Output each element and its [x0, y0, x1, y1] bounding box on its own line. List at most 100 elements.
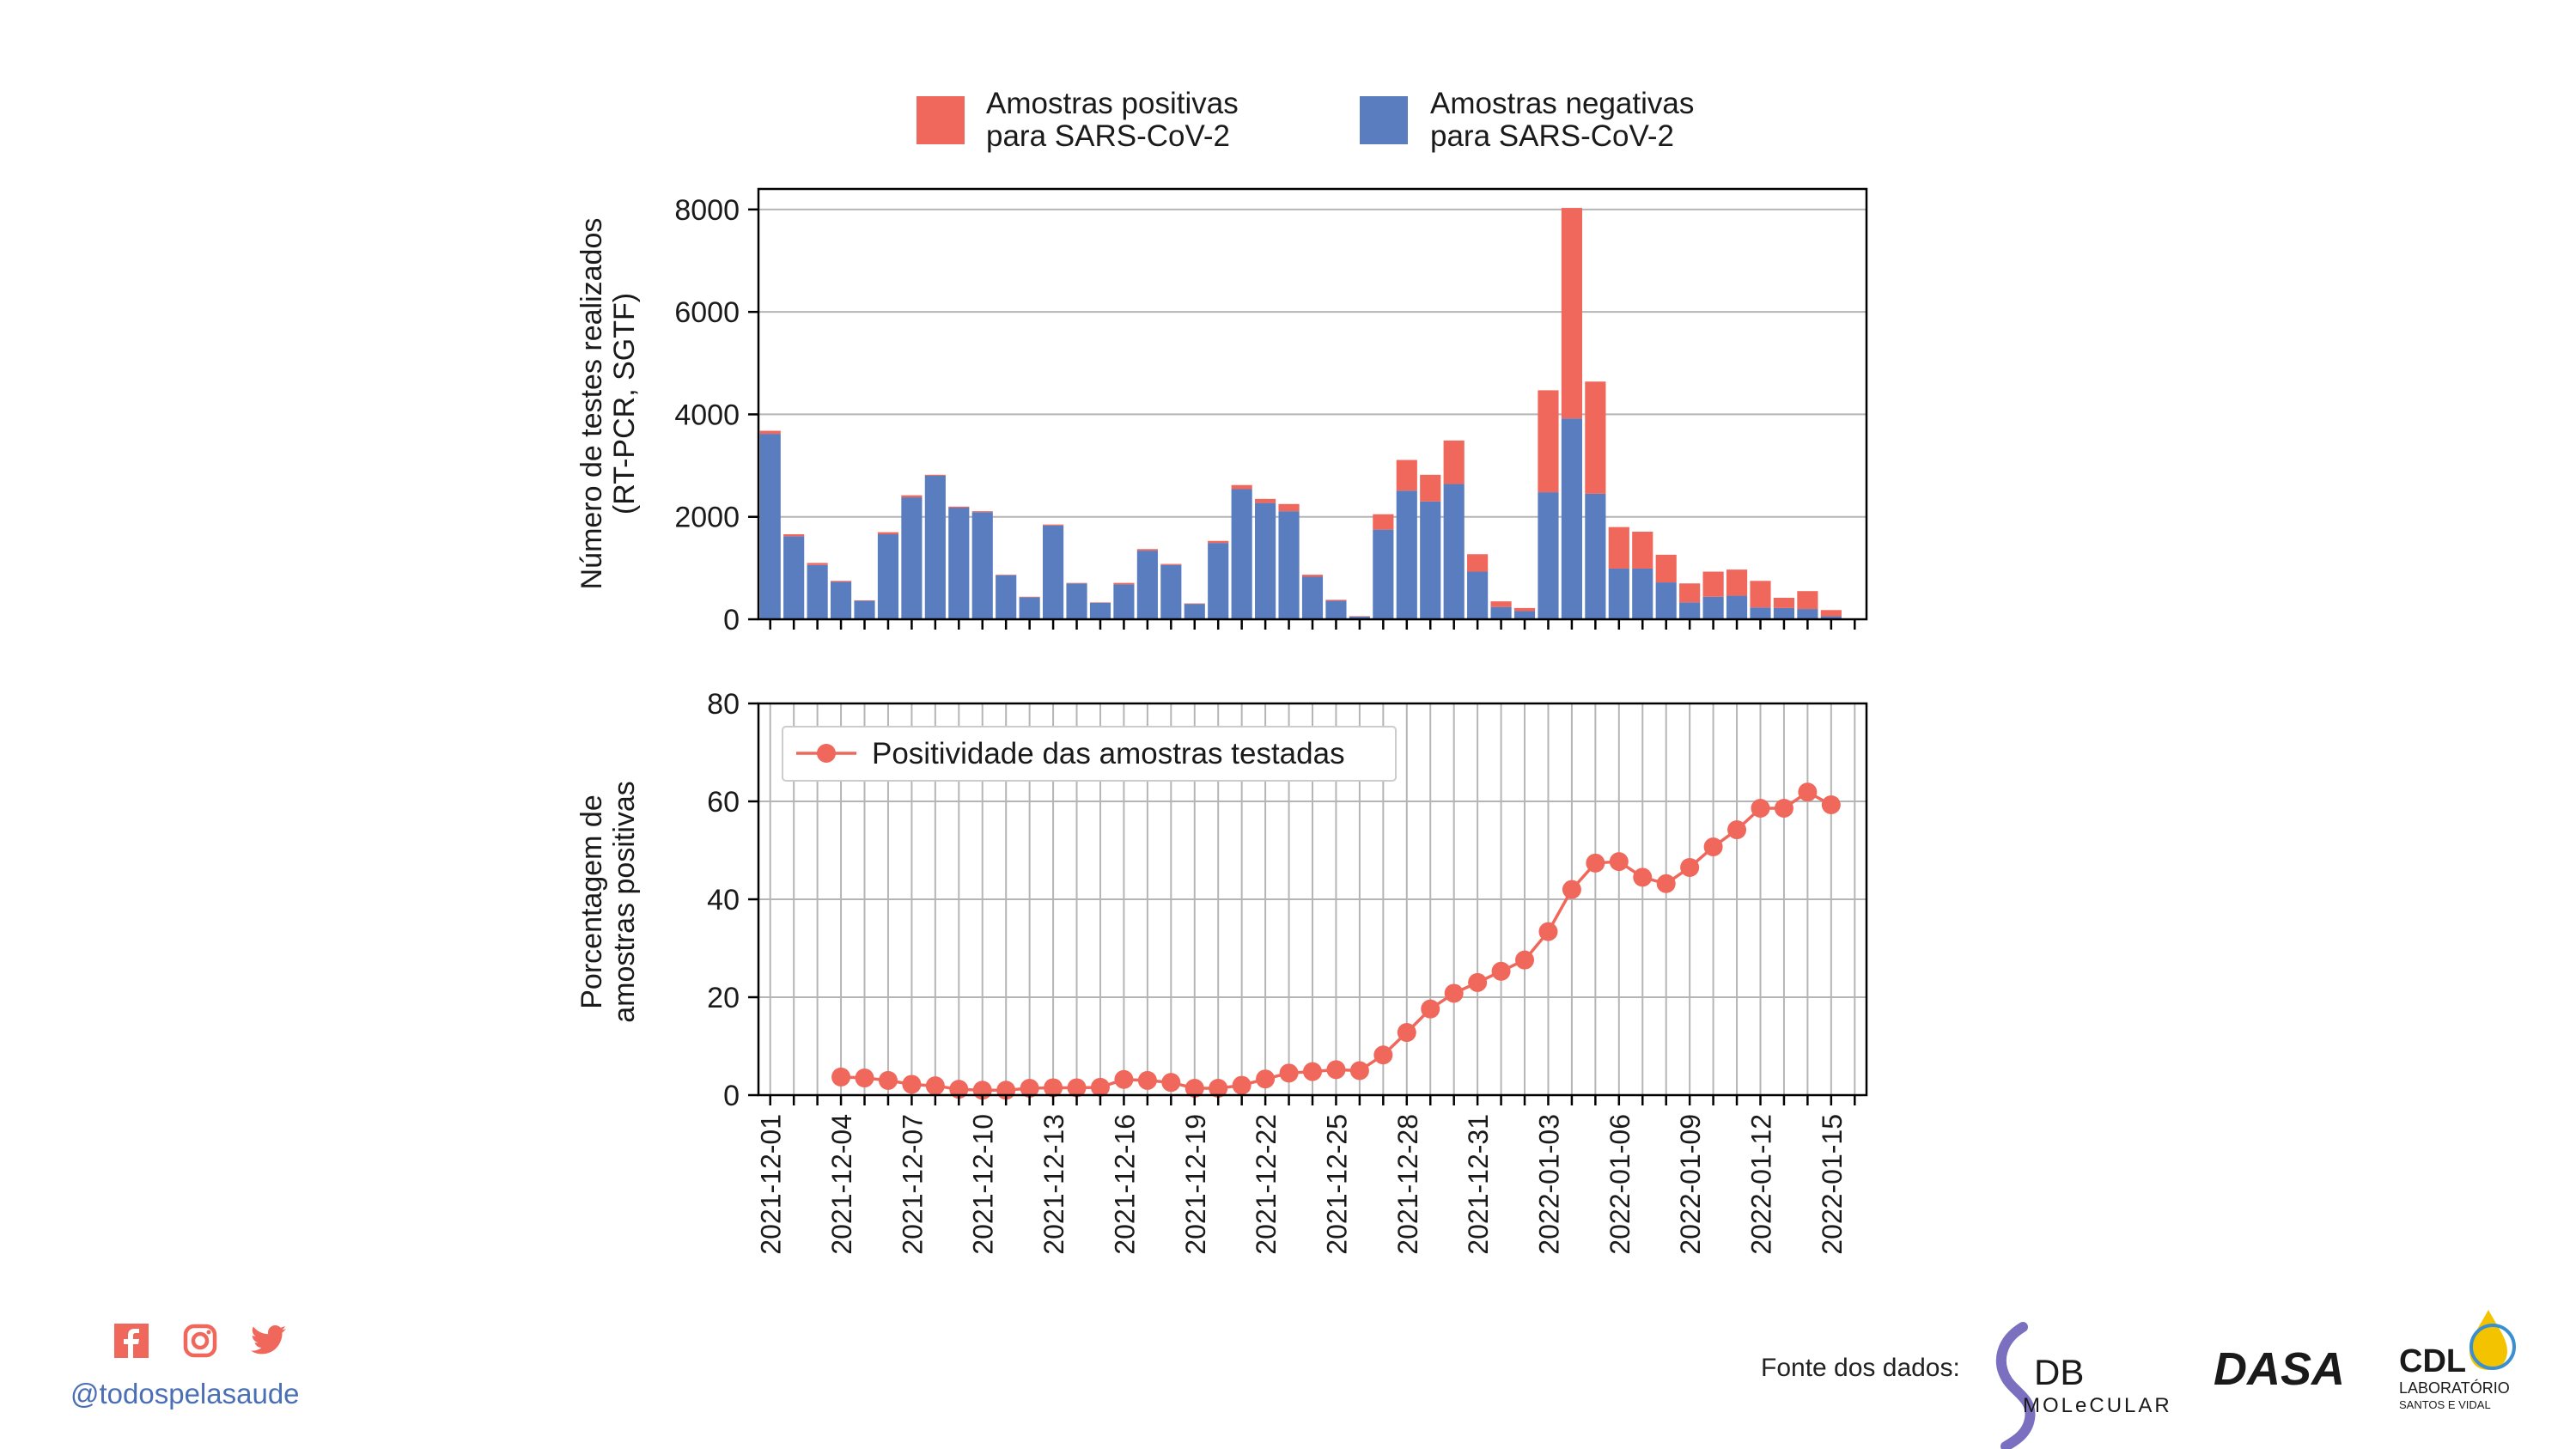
bar-chart: 0 2000 4000 6000 8000 Número de testes reali…	[575, 187, 1868, 636]
point-2021-12-09	[949, 1080, 969, 1099]
bar-positive-2022-01-04	[1561, 208, 1582, 419]
bar-negative-2021-12-09	[948, 507, 970, 619]
bar-negative-2021-12-19	[1184, 604, 1205, 619]
bar-negative-2022-01-08	[1655, 582, 1677, 619]
point-2021-12-26	[1349, 1061, 1369, 1081]
facebook-icon[interactable]	[113, 1323, 149, 1359]
bar-positive-2021-12-15	[1089, 602, 1111, 603]
bar-positive-2021-12-08	[924, 474, 946, 476]
bar-positive-2021-12-23	[1278, 503, 1300, 512]
line-chart: 0 20 40 60 80 2021-12-01 2021-12-04 2021-12-07 2…	[575, 688, 1868, 1255]
bar-positive-2022-01-09	[1679, 583, 1701, 603]
xtick-label-2021-12-01: 2021-12-01	[756, 1114, 787, 1255]
bar-negative-2021-12-05	[854, 600, 875, 619]
bar-negative-2021-12-22	[1255, 502, 1276, 619]
xtick-label-2021-12-25: 2021-12-25	[1321, 1114, 1352, 1255]
point-2022-01-09	[1680, 857, 1700, 877]
bar-positive-2022-01-08	[1655, 554, 1677, 583]
bar-positive-2021-12-26	[1349, 616, 1370, 618]
point-2021-12-23	[1279, 1063, 1299, 1083]
xtick-label-2022-01-03: 2022-01-03	[1533, 1114, 1564, 1255]
legend-swatch-negative	[1360, 96, 1408, 144]
bar-negative-2022-01-01	[1490, 606, 1512, 619]
point-2021-12-20	[1209, 1079, 1228, 1099]
bar-positive-2021-12-06	[877, 532, 899, 534]
bar-negative-2022-01-11	[1726, 595, 1748, 619]
bar-negative-2021-12-14	[1066, 583, 1087, 619]
bar-negative-2021-12-28	[1396, 490, 1417, 619]
bar-negative-2021-12-03	[807, 564, 828, 619]
bar-negative-2022-01-05	[1585, 493, 1606, 619]
bar-negative-2021-12-26	[1349, 617, 1370, 619]
cdl-drop-icon	[2469, 1310, 2507, 1370]
bar-negative-2021-12-15	[1089, 602, 1111, 619]
bar-negative-2022-01-14	[1797, 609, 1818, 619]
point-2022-01-07	[1633, 868, 1653, 887]
point-2022-01-08	[1656, 874, 1676, 893]
bar-negative-2021-12-07	[901, 497, 923, 619]
bar-ylabel-line2: (RT-PCR, SGTF)	[608, 293, 641, 514]
bar-ytick-label-1: 2000	[674, 502, 740, 534]
cdl-circle-icon	[2469, 1324, 2516, 1370]
bar-negative-2021-12-27	[1373, 529, 1394, 619]
bar-negative-2021-12-10	[971, 512, 993, 619]
point-2021-12-22	[1256, 1069, 1276, 1089]
bar-negative-2022-01-10	[1702, 596, 1724, 619]
social-handle[interactable]: @todospelasaude	[70, 1378, 300, 1409]
bar-positive-2021-12-03	[807, 563, 828, 565]
point-2021-12-14	[1067, 1078, 1087, 1098]
line-ylabel-line2: amostras positivas	[608, 781, 641, 1023]
line-legend-marker	[817, 744, 836, 763]
db-logo-mark-icon	[1995, 1322, 2036, 1449]
bar-positive-2021-12-01	[759, 430, 781, 435]
xtick-label-2021-12-10: 2021-12-10	[968, 1114, 999, 1255]
instagram-icon[interactable]	[182, 1323, 218, 1359]
cdl-logo-sub1: LABORATÓRIO	[2399, 1379, 2510, 1397]
bar-negative-2021-12-21	[1231, 489, 1252, 619]
line-axes: 0 20 40 60 80 2021-12-01 2021-12-04 2021-12-07 2…	[707, 688, 1856, 1255]
legend-swatch-positive	[917, 96, 965, 144]
bar-positive-2022-01-02	[1513, 607, 1536, 612]
bar-negative-2022-01-02	[1513, 611, 1536, 619]
bar-positive-2021-12-02	[783, 533, 805, 537]
point-2021-12-13	[1044, 1078, 1063, 1098]
line-ytick-label-1: 20	[707, 982, 740, 1014]
bar-negative-2022-01-09	[1679, 602, 1701, 619]
line-legend-label: Positividade das amostras testadas	[872, 737, 1345, 770]
bar-positive-2022-01-14	[1797, 591, 1818, 610]
bar-negative-2021-12-08	[924, 476, 946, 619]
point-2021-12-16	[1114, 1069, 1134, 1089]
point-2021-12-05	[855, 1068, 874, 1088]
bar-negative-2021-12-24	[1301, 576, 1324, 619]
top-legend: Amostras positivas para SARS-CoV-2 Amost…	[917, 87, 1694, 153]
bar-ytick-label-2: 4000	[674, 399, 740, 431]
twitter-icon[interactable]	[251, 1323, 287, 1359]
bar-positive-2021-12-29	[1420, 474, 1441, 502]
bar-positive-2021-12-17	[1136, 549, 1158, 551]
bar-positive-2021-12-21	[1231, 484, 1252, 490]
bar-negative-2021-12-11	[996, 575, 1017, 619]
bar-positive-2021-12-12	[1019, 596, 1040, 598]
legend-label-positive-line2: para SARS-CoV-2	[986, 119, 1230, 153]
bar-negative-2021-12-25	[1325, 600, 1347, 619]
point-2021-12-12	[1020, 1079, 1039, 1099]
bar-negative-2022-01-15	[1820, 616, 1842, 619]
bar-positive-2021-12-22	[1255, 498, 1276, 503]
legend-label-negative-line1: Amostras negativas	[1430, 87, 1694, 120]
point-2022-01-11	[1727, 820, 1747, 840]
point-2022-01-02	[1515, 950, 1535, 970]
bar-negative-2022-01-06	[1608, 568, 1629, 619]
bar-positive-2021-12-14	[1066, 582, 1087, 584]
point-2021-12-31	[1468, 972, 1488, 992]
bar-positive-2022-01-13	[1773, 597, 1795, 608]
bar-positive-2021-12-05	[854, 600, 875, 601]
bar-negative-2021-12-30	[1443, 484, 1465, 619]
bar-ytick-label-3: 6000	[674, 296, 740, 329]
bar-positive-2021-12-09	[948, 506, 970, 508]
point-2021-12-08	[925, 1076, 945, 1096]
point-2021-12-17	[1137, 1070, 1157, 1090]
bar-negative-2021-12-02	[783, 536, 805, 619]
bar-negative-2021-12-31	[1467, 571, 1489, 619]
point-2022-01-05	[1586, 853, 1605, 873]
